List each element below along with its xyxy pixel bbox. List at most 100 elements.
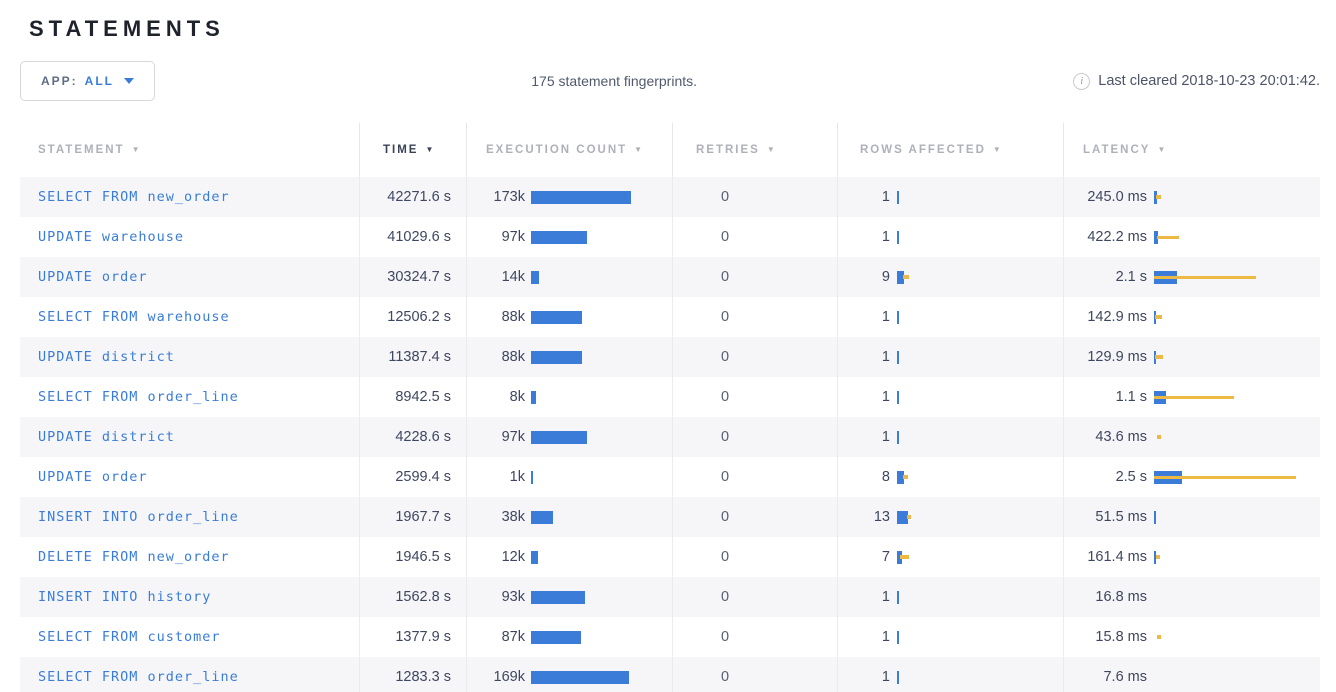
execution-count-value: 14k <box>501 269 525 285</box>
latency-value: 129.9 ms <box>1087 349 1147 365</box>
statement-cell: SELECT FROM order_line <box>20 657 360 692</box>
time-cell: 1946.5 s <box>360 537 467 577</box>
execution-count-cell: 93k <box>467 577 673 617</box>
statement-link[interactable]: SELECT FROM new_order <box>38 189 230 205</box>
retries-cell: 0 <box>673 417 838 457</box>
table-row: INSERT INTO order_line 1967.7 s 38k 0 13… <box>20 497 1320 537</box>
statement-link[interactable]: DELETE FROM new_order <box>38 549 230 565</box>
column-header-retries[interactable]: RETRIES ▼ <box>673 123 838 177</box>
latency-cell: 16.8 ms <box>1064 577 1320 617</box>
rows-affected-cell: 1 <box>838 297 1064 337</box>
column-header-time[interactable]: TIME ▼ <box>360 123 467 177</box>
latency-value: 51.5 ms <box>1095 509 1147 525</box>
rows-affected-value: 7 <box>881 549 890 565</box>
table-row: SELECT FROM warehouse 12506.2 s 88k 0 1 … <box>20 297 1320 337</box>
rows-affected-value: 1 <box>881 389 890 405</box>
execution-count-cell: 38k <box>467 497 673 537</box>
rows-affected-value: 1 <box>881 349 890 365</box>
statement-link[interactable]: INSERT INTO order_line <box>38 509 239 525</box>
statement-link[interactable]: UPDATE order <box>38 469 148 485</box>
time-cell: 11387.4 s <box>360 337 467 377</box>
statement-cell: UPDATE order <box>20 457 360 497</box>
retries-cell: 0 <box>673 337 838 377</box>
statement-link[interactable]: SELECT FROM order_line <box>38 669 239 685</box>
table-row: SELECT FROM new_order 42271.6 s 173k 0 1… <box>20 177 1320 217</box>
time-cell: 2599.4 s <box>360 457 467 497</box>
chevron-down-icon <box>124 78 134 84</box>
column-header-execution-count[interactable]: EXECUTION COUNT ▼ <box>467 123 673 177</box>
app-filter-label: APP: <box>41 74 78 88</box>
execution-count-value: 88k <box>501 309 525 325</box>
statement-cell: SELECT FROM new_order <box>20 177 360 217</box>
info-icon[interactable]: i <box>1073 72 1091 90</box>
rows-affected-cell: 1 <box>838 577 1064 617</box>
latency-cell: 161.4 ms <box>1064 537 1320 577</box>
execution-count-cell: 8k <box>467 377 673 417</box>
retries-cell: 0 <box>673 657 838 692</box>
execution-count-value: 1k <box>509 469 525 485</box>
statement-link[interactable]: UPDATE district <box>38 349 175 365</box>
latency-cell: 43.6 ms <box>1064 417 1320 457</box>
retries-cell: 0 <box>673 617 838 657</box>
latency-value: 422.2 ms <box>1087 229 1147 245</box>
statement-link[interactable]: SELECT FROM customer <box>38 629 221 645</box>
column-header-statement[interactable]: STATEMENT ▼ <box>20 123 360 177</box>
retries-cell: 0 <box>673 457 838 497</box>
latency-value: 142.9 ms <box>1087 309 1147 325</box>
app-filter-dropdown[interactable]: APP: ALL <box>20 61 155 101</box>
execution-count-cell: 97k <box>467 417 673 457</box>
latency-cell: 245.0 ms <box>1064 177 1320 217</box>
latency-cell: 7.6 ms <box>1064 657 1320 692</box>
latency-cell: 2.5 s <box>1064 457 1320 497</box>
retries-cell: 0 <box>673 257 838 297</box>
column-header-latency[interactable]: LATENCY ▼ <box>1083 144 1168 156</box>
sort-arrow-icon: ▼ <box>131 144 142 154</box>
sort-arrow-icon: ▼ <box>766 144 777 154</box>
last-cleared-text: Last cleared 2018-10-23 20:01:42. <box>1098 73 1320 89</box>
execution-count-value: 87k <box>501 629 525 645</box>
statement-cell: INSERT INTO history <box>20 577 360 617</box>
latency-cell: 422.2 ms <box>1064 217 1320 257</box>
latency-value: 16.8 ms <box>1095 589 1147 605</box>
table-row: INSERT INTO history 1562.8 s 93k 0 1 16.… <box>20 577 1320 617</box>
rows-affected-value: 9 <box>881 269 890 285</box>
statement-link[interactable]: SELECT FROM order_line <box>38 389 239 405</box>
rows-affected-value: 1 <box>881 429 890 445</box>
execution-count-cell: 88k <box>467 297 673 337</box>
latency-value: 2.5 s <box>1115 469 1147 485</box>
rows-affected-cell: 1 <box>838 177 1064 217</box>
execution-count-cell: 97k <box>467 217 673 257</box>
retries-cell: 0 <box>673 537 838 577</box>
time-cell: 1377.9 s <box>360 617 467 657</box>
rows-affected-cell: 9 <box>838 257 1064 297</box>
retries-cell: 0 <box>673 377 838 417</box>
statement-cell: UPDATE district <box>20 337 360 377</box>
retries-cell: 0 <box>673 177 838 217</box>
statement-link[interactable]: UPDATE order <box>38 269 148 285</box>
retries-cell: 0 <box>673 297 838 337</box>
time-cell: 30324.7 s <box>360 257 467 297</box>
rows-affected-value: 1 <box>881 589 890 605</box>
table-row: SELECT FROM customer 1377.9 s 87k 0 1 15… <box>20 617 1320 657</box>
execution-count-value: 38k <box>501 509 525 525</box>
statement-link[interactable]: INSERT INTO history <box>38 589 212 605</box>
statement-link[interactable]: UPDATE warehouse <box>38 229 185 245</box>
execution-count-cell: 14k <box>467 257 673 297</box>
execution-count-value: 8k <box>509 389 525 405</box>
execution-count-cell: 87k <box>467 617 673 657</box>
time-cell: 1283.3 s <box>360 657 467 692</box>
app-filter-value: ALL <box>84 74 114 88</box>
statements-table: STATEMENT ▼ TIME ▼ EXECUTION COUNT ▼ RET… <box>20 123 1320 692</box>
table-row: UPDATE district 4228.6 s 97k 0 1 43.6 ms <box>20 417 1320 457</box>
execution-count-cell: 173k <box>467 177 673 217</box>
time-cell: 1562.8 s <box>360 577 467 617</box>
statement-link[interactable]: SELECT FROM warehouse <box>38 309 230 325</box>
rows-affected-value: 8 <box>881 469 890 485</box>
statement-link[interactable]: UPDATE district <box>38 429 175 445</box>
statement-cell: UPDATE order <box>20 257 360 297</box>
table-row: UPDATE order 2599.4 s 1k 0 8 2.5 s <box>20 457 1320 497</box>
latency-cell: 1.1 s <box>1064 377 1320 417</box>
column-header-rows-affected[interactable]: ROWS AFFECTED ▼ <box>838 123 1064 177</box>
latency-value: 2.1 s <box>1115 269 1147 285</box>
execution-count-value: 12k <box>501 549 525 565</box>
